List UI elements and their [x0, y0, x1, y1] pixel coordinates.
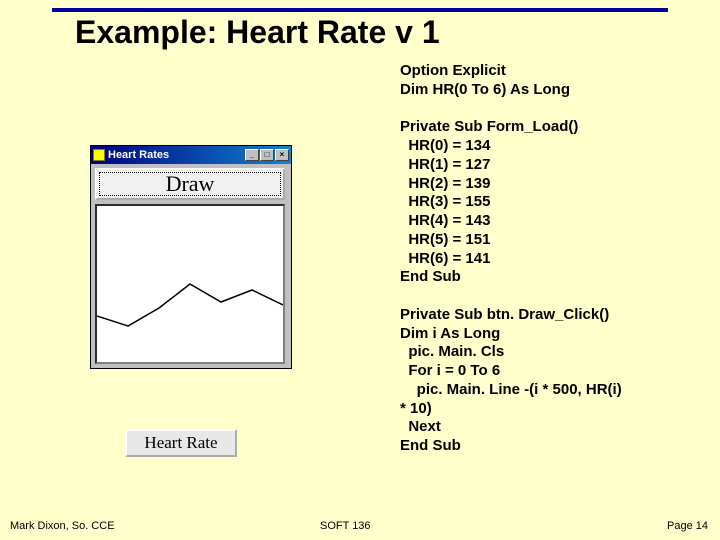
window-caption: Heart Rates — [108, 149, 169, 161]
slide-title: Example: Heart Rate v 1 — [75, 14, 440, 51]
minimize-button[interactable]: _ — [245, 149, 259, 161]
footer-author: Mark Dixon, So. CCE — [10, 520, 115, 532]
form-icon — [93, 149, 105, 161]
heart-rate-button[interactable]: Heart Rate — [125, 429, 237, 457]
chart-svg — [97, 206, 283, 362]
chart-line — [97, 284, 283, 326]
footer-course: SOFT 136 — [320, 520, 371, 532]
titlebar[interactable]: Heart Rates _ □ × — [91, 146, 291, 164]
footer-page: Page 14 — [667, 520, 708, 532]
form-body: Draw — [91, 164, 291, 368]
close-button[interactable]: × — [275, 149, 289, 161]
draw-button[interactable]: Draw — [95, 168, 285, 200]
vb-form-window: Heart Rates _ □ × Draw — [90, 145, 292, 369]
maximize-button[interactable]: □ — [260, 149, 274, 161]
code-listing: Option Explicit Dim HR(0 To 6) As Long P… — [400, 62, 710, 456]
window-controls: _ □ × — [245, 149, 289, 161]
picture-box — [95, 204, 285, 364]
titlebar-left: Heart Rates — [93, 149, 169, 161]
title-underline — [52, 8, 668, 12]
